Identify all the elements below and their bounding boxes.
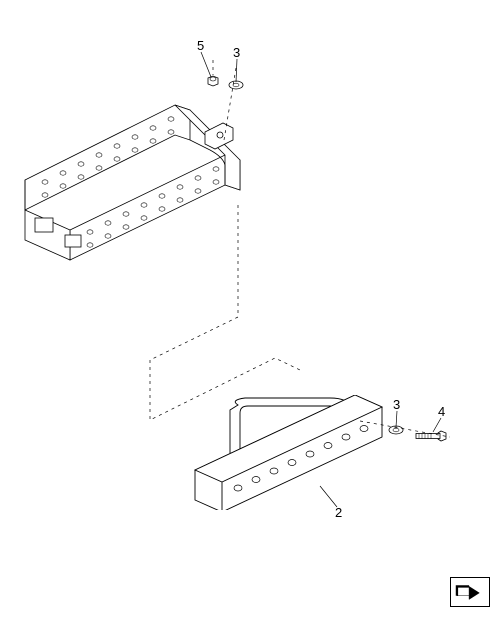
navigation-icon[interactable] (450, 577, 490, 607)
callout-lines (0, 0, 500, 617)
callout-2: 2 (335, 505, 342, 520)
callout-5: 5 (197, 38, 204, 53)
callout-3-lower: 3 (393, 397, 400, 412)
exploded-diagram: 5 3 3 4 2 (0, 0, 500, 617)
callout-3-upper: 3 (233, 45, 240, 60)
callout-4: 4 (438, 404, 445, 419)
